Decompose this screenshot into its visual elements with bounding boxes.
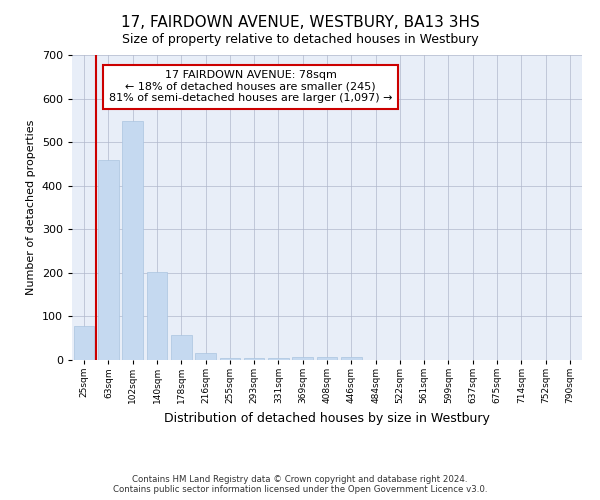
Bar bbox=[341, 356, 362, 360]
Bar bbox=[171, 335, 191, 360]
Y-axis label: Number of detached properties: Number of detached properties bbox=[26, 120, 36, 295]
X-axis label: Distribution of detached houses by size in Westbury: Distribution of detached houses by size … bbox=[164, 412, 490, 424]
Bar bbox=[292, 356, 313, 360]
Bar bbox=[74, 326, 94, 360]
Bar bbox=[317, 356, 337, 360]
Text: 17, FAIRDOWN AVENUE, WESTBURY, BA13 3HS: 17, FAIRDOWN AVENUE, WESTBURY, BA13 3HS bbox=[121, 15, 479, 30]
Bar bbox=[244, 358, 265, 360]
Bar bbox=[268, 358, 289, 360]
Text: Contains HM Land Registry data © Crown copyright and database right 2024.
Contai: Contains HM Land Registry data © Crown c… bbox=[113, 474, 487, 494]
Bar bbox=[98, 160, 119, 360]
Bar bbox=[195, 354, 216, 360]
Bar bbox=[122, 121, 143, 360]
Bar bbox=[220, 358, 240, 360]
Text: Size of property relative to detached houses in Westbury: Size of property relative to detached ho… bbox=[122, 32, 478, 46]
Bar bbox=[146, 272, 167, 360]
Text: 17 FAIRDOWN AVENUE: 78sqm
← 18% of detached houses are smaller (245)
81% of semi: 17 FAIRDOWN AVENUE: 78sqm ← 18% of detac… bbox=[109, 70, 392, 103]
